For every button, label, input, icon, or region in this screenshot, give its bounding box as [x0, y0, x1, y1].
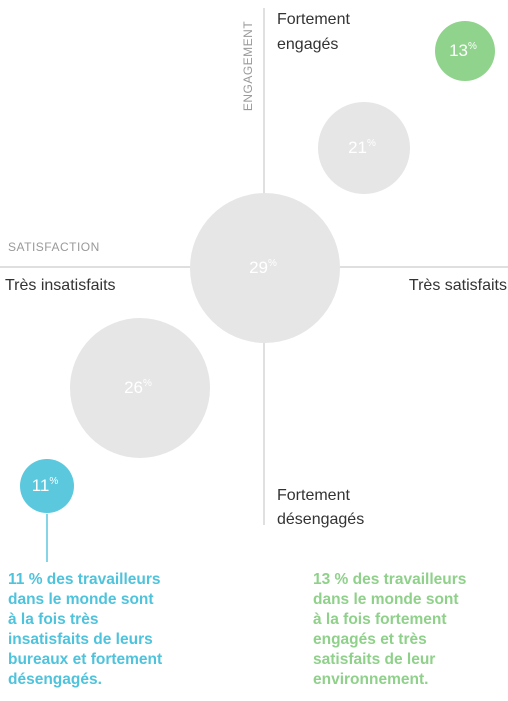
axis-end: Fortement [277, 487, 350, 504]
bubble-unit: % [468, 41, 477, 52]
bubble-unit: % [143, 378, 152, 389]
axis-end: désengagés [277, 511, 364, 528]
note-line: 11 % des travailleurs [8, 571, 161, 588]
bubble [190, 193, 340, 343]
bubble-value: 26 [124, 378, 143, 397]
bubble-value: 29 [249, 258, 268, 277]
bubble [70, 318, 210, 458]
note-line: à la fois fortement [313, 611, 447, 628]
note-line: désengagés. [8, 671, 102, 688]
bubble [20, 459, 74, 513]
bubble-unit: % [268, 258, 277, 269]
note-line: satisfaits de leur [313, 651, 435, 668]
note-line: environnement. [313, 671, 428, 688]
axis-end: Très insatisfaits [5, 277, 116, 294]
bubble [435, 21, 495, 81]
note-line: à la fois très [8, 611, 98, 628]
axis-label: SATISFACTION [8, 240, 100, 254]
note-line: engagés et très [313, 631, 427, 648]
bubble [318, 102, 410, 194]
bubble-value: 21 [348, 138, 367, 157]
note-line: bureaux et fortement [8, 651, 162, 668]
axis-label: ENGAGEMENT [241, 21, 255, 112]
axis-end: engagés [277, 36, 338, 53]
bubble-label: 29% [249, 258, 277, 278]
bubble-value: 13 [449, 41, 468, 60]
bubble-value: 11 [32, 476, 50, 495]
note-line: 13 % des travailleurs [313, 571, 466, 588]
note-line: dans le monde sont [8, 591, 154, 608]
bubble-label: 11% [32, 476, 59, 496]
bubble-label: 26% [124, 378, 152, 398]
bubble-unit: % [49, 476, 58, 487]
note-line: insatisfaits de leurs [8, 631, 153, 648]
bubble-label: 21% [348, 138, 376, 158]
axis-end: Fortement [277, 11, 350, 28]
bubble-unit: % [367, 138, 376, 149]
bubble-label: 13% [449, 41, 477, 61]
axis-end: Très satisfaits [409, 277, 507, 294]
note-line: dans le monde sont [313, 591, 459, 608]
